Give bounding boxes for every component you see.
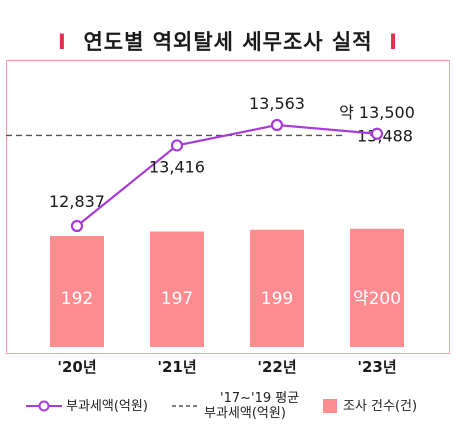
- x-tick-label-1: '21년: [157, 358, 196, 376]
- x-tick-label-2: '22년: [257, 358, 296, 376]
- tax-point-0: [70, 219, 84, 233]
- bars-layer: 192 197 199 약200: [50, 228, 404, 347]
- legend-reference-marker: [172, 405, 200, 407]
- legend: 부과세액(억원) '17~'19 평균 부과세액(억원) 조사 건수(건): [0, 386, 456, 426]
- x-tick-label-3: '23년: [357, 358, 396, 376]
- reference-value-label: 13,488: [357, 126, 413, 145]
- reference-layer: 13,488: [6, 126, 413, 145]
- bar-value-label-1: 197: [161, 289, 193, 309]
- legend-reference-label-2: 부과세액(억원): [204, 406, 286, 421]
- legend-bar-swatch: [323, 399, 337, 413]
- legend-bar-label: 조사 건수(건): [343, 398, 418, 414]
- x-axis-layer: '20년 '21년 '22년 '23년: [57, 358, 396, 376]
- bar-value-label-0: 192: [61, 289, 93, 309]
- title-bar-right: I: [389, 30, 398, 54]
- bar-1: [150, 231, 204, 347]
- bar-2: [250, 229, 304, 347]
- legend-line-label: 부과세액(억원): [66, 398, 148, 414]
- title-text: 연도별 역외탈세 세무조사 실적: [83, 30, 373, 54]
- tax-value-label-3: 약 13,500: [339, 103, 415, 122]
- tax-value-label-0: 12,837: [49, 192, 105, 211]
- legend-line-marker: [26, 400, 62, 412]
- bar-3: [350, 228, 404, 347]
- bar-value-label-3: 약200: [353, 289, 401, 309]
- x-tick-label-0: '20년: [57, 358, 96, 376]
- tax-point-3: [370, 127, 384, 140]
- line-layer: 12,837 13,416 13,563 약 13,500: [49, 94, 415, 233]
- legend-reference-label-1: '17~'19 평균: [220, 391, 300, 406]
- bar-value-label-2: 199: [261, 289, 293, 309]
- legend-item-line: 부과세액(억원): [26, 386, 148, 426]
- title-bar-left: I: [58, 30, 67, 54]
- tax-amount-line: [76, 123, 378, 227]
- tax-point-2: [270, 118, 284, 132]
- legend-item-bar: 조사 건수(건): [323, 386, 417, 426]
- tax-value-label-1: 13,416: [149, 157, 205, 176]
- tax-point-1: [170, 139, 184, 152]
- legend-item-reference: '17~'19 평균 부과세액(억원): [172, 386, 299, 426]
- plot-frame: [6, 60, 450, 354]
- chart-title: I 연도별 역외탈세 세무조사 실적 I: [0, 26, 456, 56]
- tax-value-label-2: 13,563: [249, 94, 305, 113]
- bar-0: [50, 236, 104, 347]
